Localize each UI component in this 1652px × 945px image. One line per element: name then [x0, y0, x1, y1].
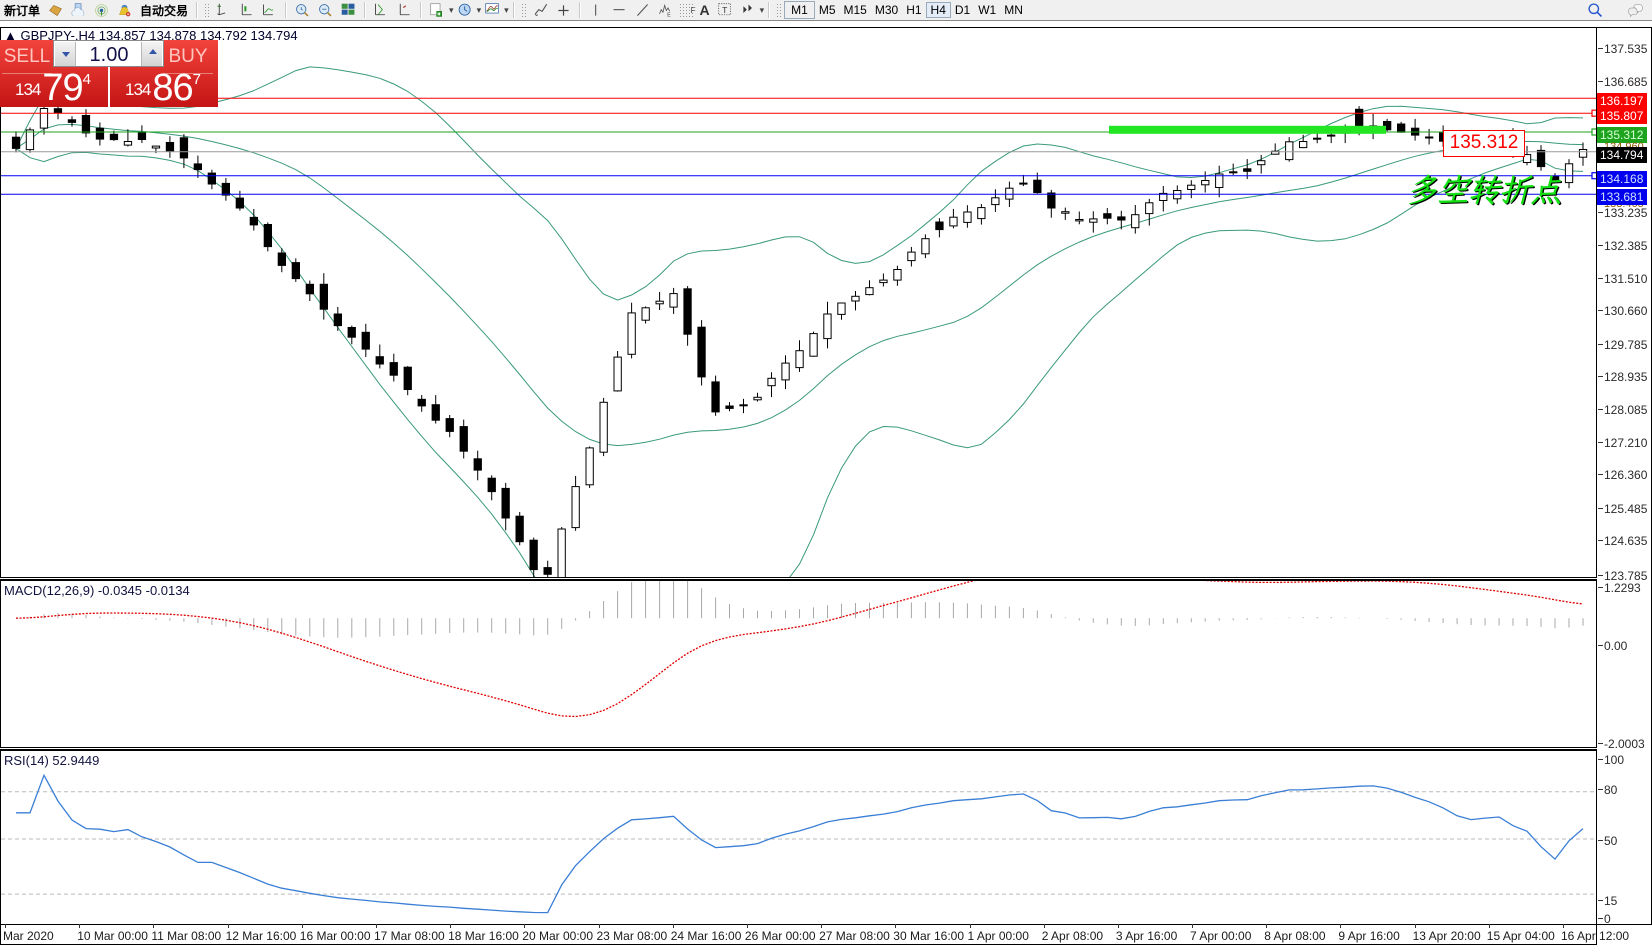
svg-text:E: E — [667, 12, 671, 18]
svg-text:T: T — [722, 5, 727, 15]
